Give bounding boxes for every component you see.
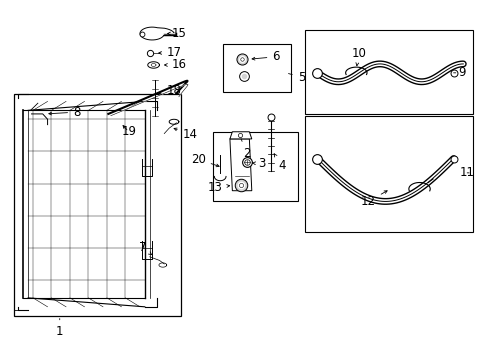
Text: 6: 6 [252,50,279,63]
Text: 14: 14 [174,128,197,141]
Text: 7: 7 [139,241,151,255]
Text: 16: 16 [164,58,186,72]
Bar [212,132,297,202]
Polygon shape [229,139,251,191]
Text: 3: 3 [252,157,264,170]
Text: 13: 13 [207,181,229,194]
Text: 4: 4 [274,154,285,172]
Bar [14,94,181,316]
Text: 5: 5 [288,71,305,84]
Bar [305,116,472,232]
Text: 19: 19 [121,125,136,138]
Polygon shape [140,27,174,40]
Text: 1: 1 [56,319,63,338]
Bar [222,44,290,93]
Text: 15: 15 [167,27,186,40]
Text: 2: 2 [241,139,250,160]
Text: 8: 8 [49,105,81,119]
Text: 11: 11 [459,166,474,179]
Text: 18: 18 [158,84,181,97]
Text: 20: 20 [190,153,219,167]
Polygon shape [229,132,251,139]
Text: 10: 10 [350,47,366,66]
Text: 9: 9 [453,66,465,79]
Bar [305,30,472,114]
Text: 12: 12 [360,191,386,208]
Text: 17: 17 [159,46,181,59]
